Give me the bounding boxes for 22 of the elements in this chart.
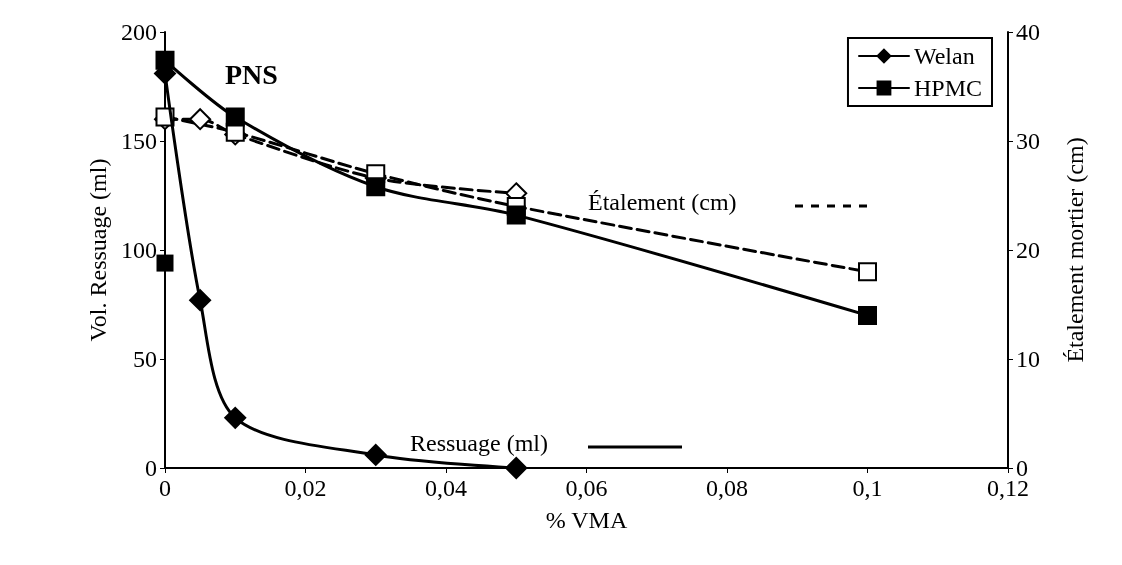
x-axis-title: % VMA: [545, 507, 628, 533]
x-tick-label: 0,08: [706, 475, 748, 501]
y2-tick-label: 40: [1016, 19, 1040, 45]
annotation: Ressuage (ml): [410, 430, 548, 456]
y2-axis-title: Étalement mortier (cm): [1062, 137, 1088, 363]
y-axis-title: Vol. Ressuage (ml): [85, 158, 111, 342]
y2-tick-label: 30: [1016, 128, 1040, 154]
y-tick-label: 100: [121, 237, 157, 263]
x-tick-label: 0,04: [425, 475, 467, 501]
y-tick-label: 50: [133, 346, 157, 372]
annotation: Étalement (cm): [588, 189, 737, 215]
legend-label: Welan: [913, 43, 975, 69]
x-tick-label: 0,1: [852, 475, 883, 501]
y2-tick-label: 20: [1016, 237, 1040, 263]
x-tick-label: 0,02: [284, 475, 327, 501]
y-tick-label: 0: [145, 455, 157, 481]
y2-tick-label: 10: [1016, 346, 1040, 372]
y-tick-label: 150: [121, 128, 157, 154]
y-tick-label: 200: [121, 19, 157, 45]
text: PNS: [225, 58, 278, 90]
legend-label: HPMC: [913, 75, 982, 101]
x-tick-label: 0,06: [565, 475, 608, 501]
